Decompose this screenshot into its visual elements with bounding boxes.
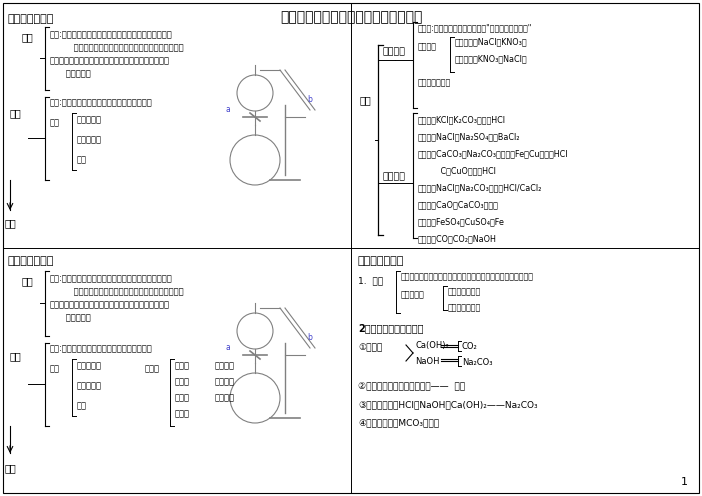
Text: 降温结晶：KNO₃（NaCl）: 降温结晶：KNO₃（NaCl） <box>455 54 528 63</box>
Text: 沉淀法：NaCl（Na₂SO₄）加BaCl₂: 沉淀法：NaCl（Na₂SO₄）加BaCl₂ <box>418 132 520 141</box>
Text: 蒸馏、磁铁吸引: 蒸馏、磁铁吸引 <box>418 78 451 87</box>
Text: 方法: 方法 <box>360 95 372 105</box>
Text: 过滤法:不溶性固体与液体的分离"一贴、二低、三靠": 过滤法:不溶性固体与液体的分离"一贴、二低、三靠" <box>418 23 532 32</box>
Text: 化学方法：: 化学方法： <box>401 290 425 299</box>
Text: 化学方法: 化学方法 <box>383 172 406 181</box>
Text: 恢复原样。: 恢复原样。 <box>50 313 91 322</box>
Text: Na₂CO₃: Na₂CO₃ <box>462 358 493 367</box>
Text: 特化法：NaCl（Na₂CO₃）加稀HCl/CaCl₂: 特化法：NaCl（Na₂CO₃）加稀HCl/CaCl₂ <box>418 183 543 192</box>
Text: C（CuO）加稀HCl: C（CuO）加稀HCl <box>418 166 496 175</box>
Text: 恢复原样。: 恢复原样。 <box>50 69 91 78</box>
Text: 不增（新）: 不增（新） <box>77 115 102 124</box>
Text: 2．几种重要物质的检验: 2．几种重要物质的检验 <box>358 323 423 333</box>
Text: 并且恢复到各物质的原来状态，分别得到纯净物。: 并且恢复到各物质的原来状态，分别得到纯净物。 <box>50 43 184 52</box>
Text: 一、分离、提纯: 一、分离、提纯 <box>7 256 53 266</box>
Text: b: b <box>307 95 312 104</box>
Text: 置换法：FeSO₄（CuSO₄）Fe: 置换法：FeSO₄（CuSO₄）Fe <box>418 217 505 226</box>
Text: 方法: 方法 <box>5 218 17 228</box>
Text: 注：用化学方法分离时，选择试剂要考虑到能否将物质: 注：用化学方法分离时，选择试剂要考虑到能否将物质 <box>50 300 170 309</box>
Text: 物理方法: 物理方法 <box>383 47 406 56</box>
Text: 实验安全: 实验安全 <box>215 361 235 370</box>
Text: 评价：: 评价： <box>145 364 160 373</box>
Text: 注：用化学方法分离时，选择试剂要考虑到能否将物质: 注：用化学方法分离时，选择试剂要考虑到能否将物质 <box>50 56 170 65</box>
Text: 溶解法：CaCO₃（Na₂CO₃）加水、Fe（Cu）加稀HCl: 溶解法：CaCO₃（Na₂CO₃）加水、Fe（Cu）加稀HCl <box>418 149 569 158</box>
Text: 一、分离、提纯: 一、分离、提纯 <box>7 14 53 24</box>
Text: 不减（主）: 不减（主） <box>77 135 102 144</box>
Text: 二、物质的检验: 二、物质的检验 <box>358 256 404 266</box>
Text: CO₂: CO₂ <box>462 342 478 351</box>
Text: 蒸发结晶：NaCl（KNO₃）: 蒸发结晶：NaCl（KNO₃） <box>455 37 528 46</box>
Text: 简约性: 简约性 <box>175 393 190 402</box>
Text: 1.  方法: 1. 方法 <box>358 276 383 285</box>
Text: NaOH: NaOH <box>415 357 439 366</box>
Text: b: b <box>307 333 312 342</box>
Text: 分离: 分离 <box>22 32 34 42</box>
Text: 注：: 注： <box>50 118 60 127</box>
Text: 注：: 注： <box>50 364 60 373</box>
Text: 提纯: 提纯 <box>10 108 22 118</box>
Text: ②一酸、一碱、一盐（中性）——  石蕊: ②一酸、一碱、一盐（中性）—— 石蕊 <box>358 381 465 390</box>
Text: 分离: 分离 <box>22 276 34 286</box>
Text: 环保性: 环保性 <box>175 409 190 418</box>
Text: 易分: 易分 <box>77 155 87 164</box>
Text: 药品节约: 药品节约 <box>215 393 235 402</box>
Text: 易分: 易分 <box>77 401 87 410</box>
Text: 方法: 方法 <box>5 463 17 473</box>
Text: 原理:通过适当的方法，把混合物中各组分的物质分开，: 原理:通过适当的方法，把混合物中各组分的物质分开， <box>50 274 173 283</box>
Text: 气化法：KCl（K₂CO₃）加稀HCl: 气化法：KCl（K₂CO₃）加稀HCl <box>418 115 506 124</box>
Text: 不增（新）: 不增（新） <box>77 361 102 370</box>
Text: 操作简单: 操作简单 <box>215 377 235 386</box>
Text: 并且恢复到各物质的原来状态，分别得到纯净物。: 并且恢复到各物质的原来状态，分别得到纯净物。 <box>50 287 184 296</box>
Text: 原理:通过适当的方法，出去混合物中的杂质。: 原理:通过适当的方法，出去混合物中的杂质。 <box>50 344 153 353</box>
Text: a: a <box>225 105 230 114</box>
Text: 安全性: 安全性 <box>175 377 190 386</box>
Text: 吸收法：CO（CO₂）NaOH: 吸收法：CO（CO₂）NaOH <box>418 234 497 243</box>
Text: 提纯: 提纯 <box>10 351 22 361</box>
Text: 原理:通过适当的方法，把混合物中各组分的物质分开，: 原理:通过适当的方法，把混合物中各组分的物质分开， <box>50 30 173 39</box>
Text: 原理:通过适当的方法，出去混合物中的杂质。: 原理:通过适当的方法，出去混合物中的杂质。 <box>50 98 153 107</box>
Text: a: a <box>225 343 230 352</box>
Text: 1: 1 <box>681 477 688 487</box>
Text: ④一碱、一盐（MCO₃）：酸: ④一碱、一盐（MCO₃）：酸 <box>358 418 439 427</box>
Text: Ca(OH)₂: Ca(OH)₂ <box>415 341 449 350</box>
Text: 不减（主）: 不减（主） <box>77 381 102 390</box>
Text: 根据现象下结论: 根据现象下结论 <box>448 303 482 312</box>
Text: 加热法：CaO（CaCO₃）高温: 加热法：CaO（CaCO₃）高温 <box>418 200 499 209</box>
Text: 可行性: 可行性 <box>175 361 190 370</box>
Text: ③一酸、两碱：HCl、NaOH、Ca(OH)₂——Na₂CO₃: ③一酸、两碱：HCl、NaOH、Ca(OH)₂——Na₂CO₃ <box>358 400 538 409</box>
Text: 根据性质选试剂: 根据性质选试剂 <box>448 287 482 296</box>
Text: 物理方法：颜色、气味、状态、溶解性、温度的变化（溶于水）: 物理方法：颜色、气味、状态、溶解性、温度的变化（溶于水） <box>401 272 534 281</box>
Text: ①一对碱: ①一对碱 <box>358 343 383 352</box>
Text: 结晶法：: 结晶法： <box>418 42 437 51</box>
Text: 中考化学实验物质的分离、检验、提纯: 中考化学实验物质的分离、检验、提纯 <box>280 10 422 24</box>
